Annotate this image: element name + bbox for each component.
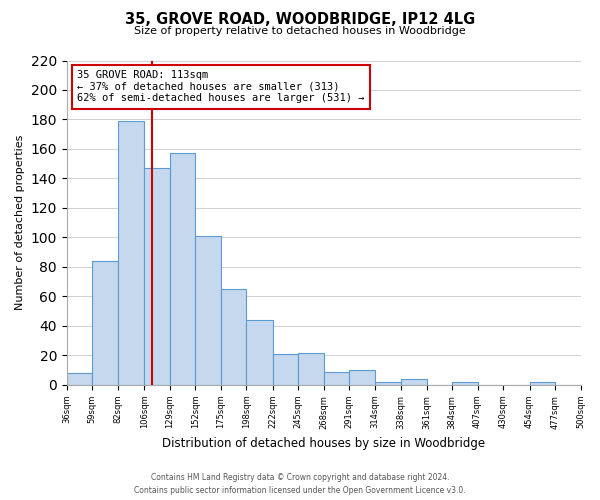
Bar bbox=[452, 382, 478, 385]
Text: 35 GROVE ROAD: 113sqm
← 37% of detached houses are smaller (313)
62% of semi-det: 35 GROVE ROAD: 113sqm ← 37% of detached … bbox=[77, 70, 365, 103]
Bar bbox=[92, 261, 118, 385]
Bar bbox=[323, 372, 349, 385]
Text: Size of property relative to detached houses in Woodbridge: Size of property relative to detached ho… bbox=[134, 26, 466, 36]
Bar bbox=[401, 379, 427, 385]
Bar bbox=[118, 121, 144, 385]
Bar bbox=[195, 236, 221, 385]
Bar bbox=[530, 382, 555, 385]
X-axis label: Distribution of detached houses by size in Woodbridge: Distribution of detached houses by size … bbox=[162, 437, 485, 450]
Text: Contains HM Land Registry data © Crown copyright and database right 2024.
Contai: Contains HM Land Registry data © Crown c… bbox=[134, 474, 466, 495]
Bar bbox=[349, 370, 374, 385]
Bar bbox=[67, 373, 92, 385]
Bar bbox=[170, 154, 195, 385]
Text: 35, GROVE ROAD, WOODBRIDGE, IP12 4LG: 35, GROVE ROAD, WOODBRIDGE, IP12 4LG bbox=[125, 12, 475, 28]
Bar bbox=[298, 352, 323, 385]
Bar bbox=[144, 168, 170, 385]
Y-axis label: Number of detached properties: Number of detached properties bbox=[15, 135, 25, 310]
Bar bbox=[246, 320, 273, 385]
Bar bbox=[273, 354, 298, 385]
Bar bbox=[374, 382, 401, 385]
Bar bbox=[221, 289, 246, 385]
